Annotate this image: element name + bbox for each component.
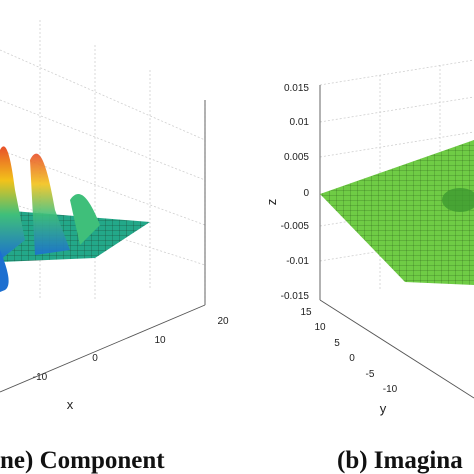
left-box xyxy=(0,100,206,393)
y-tick-label: 0 xyxy=(349,353,355,364)
x-tick-label: -10 xyxy=(33,372,48,383)
right-box xyxy=(319,85,474,399)
y-tick-label: 10 xyxy=(314,322,326,333)
y-tick-label: -10 xyxy=(383,384,398,395)
z-tick-label: 0.015 xyxy=(284,83,309,94)
y-tick-label: 5 xyxy=(334,338,340,349)
z-tick-label: 0.005 xyxy=(284,152,309,163)
z-tick-label: 0 xyxy=(303,188,309,199)
x-tick-label: 10 xyxy=(154,335,166,346)
z-tick-label: -0.01 xyxy=(286,256,309,267)
x-tick-label: 0 xyxy=(92,353,98,364)
left-surface xyxy=(0,146,150,292)
x-axis-label: x xyxy=(67,397,74,412)
caption: ne) Component xyxy=(0,447,165,474)
y-tick-label: 15 xyxy=(300,307,312,318)
z-tick-label: -0.005 xyxy=(281,221,310,232)
caption: (b) Imagina xyxy=(337,447,463,474)
z-tick-label: 0.01 xyxy=(290,117,310,128)
y-axis-label: y xyxy=(380,401,387,416)
x-tick-label: 20 xyxy=(217,316,229,327)
y-tick-label: -5 xyxy=(366,369,375,380)
z-tick-label: -0.015 xyxy=(281,291,310,302)
z-axis-label: z xyxy=(264,199,279,206)
right-surface xyxy=(320,140,474,285)
